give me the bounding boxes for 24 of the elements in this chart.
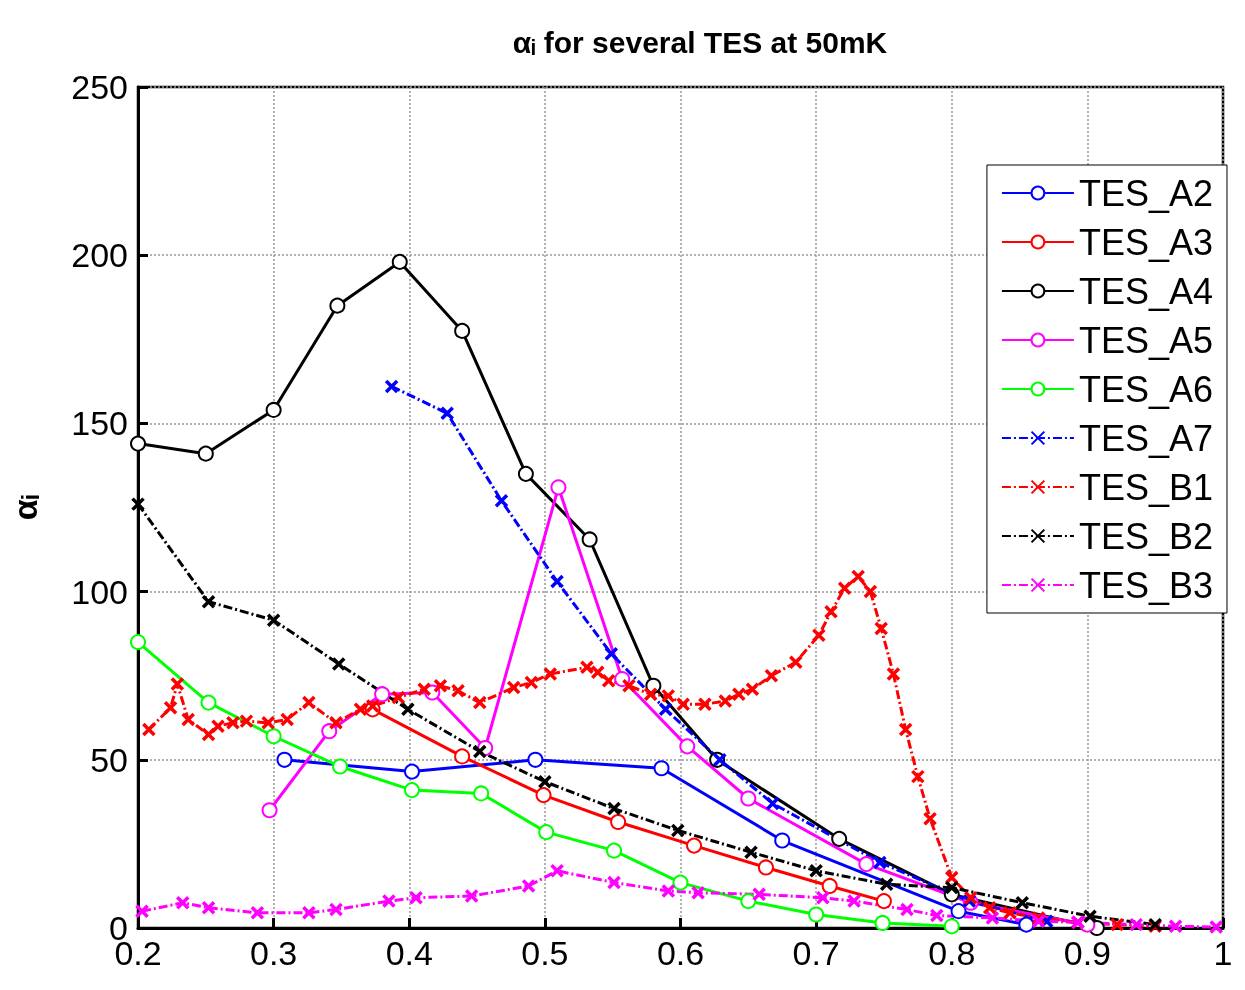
legend-label: TES_B1 [1078,466,1214,508]
y-tick-label: 50 [90,740,128,779]
y-tick-label: 150 [71,404,128,443]
y-tick-label: 250 [71,68,128,106]
y-axis-title: αᵢ [6,494,44,521]
legend-label: TES_A5 [1078,319,1214,361]
legend-label: TES_A2 [1078,172,1214,214]
x-tick-label: 0.3 [249,934,298,972]
x-tick-label: 0.8 [928,934,976,972]
x-tick-label: 1 [1213,934,1233,972]
x-tick-label: 0.6 [656,934,705,972]
chart-title: αᵢ for several TES at 50mK [512,25,888,59]
x-tick-label: 0.9 [1063,934,1112,972]
legend-label: TES_A7 [1078,417,1214,459]
legend-label: TES_A4 [1078,270,1214,312]
x-tick-label: 0.5 [521,934,569,972]
x-tick-label: 0.7 [792,934,840,972]
y-tick-label: 200 [71,236,128,275]
legend-label: TES_B3 [1078,564,1214,606]
x-tick-label: 0.4 [385,934,433,972]
legend-label: TES_A3 [1078,221,1214,263]
legend-label: TES_A6 [1078,368,1214,410]
y-tick-label: 100 [71,572,128,611]
legend-label: TES_B2 [1078,515,1214,557]
